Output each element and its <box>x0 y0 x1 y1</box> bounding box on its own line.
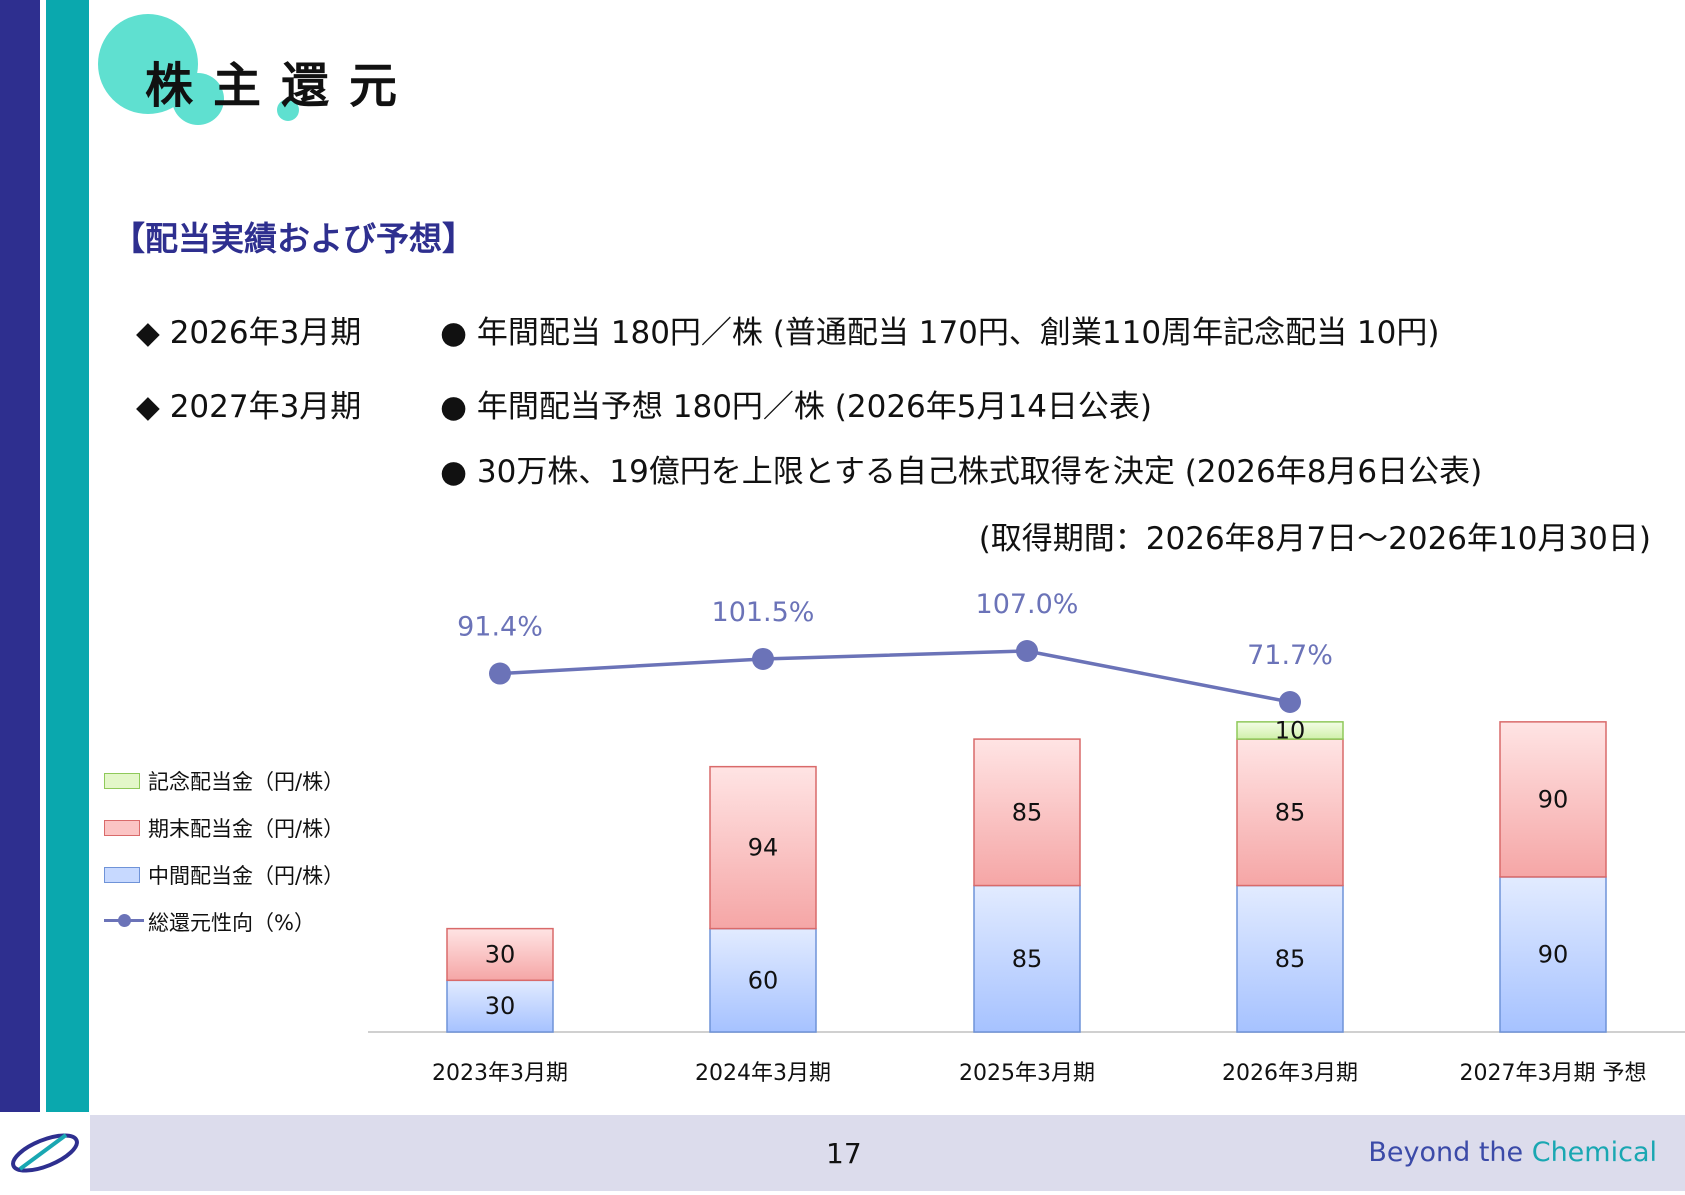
dividend-chart: 30 30 2023年3月期 60 94 2024年3月期 85 85 2025年3月期 85 85… <box>368 589 1685 1086</box>
bullet-period-2027: ◆ 2027年3月期 <box>136 389 362 425</box>
bar-year-end-0 <box>446 927 554 982</box>
payout-ratio-line <box>499 649 1291 704</box>
legend-label-year-end: 期末配当金（円/株） <box>148 817 345 841</box>
left-navy-stripe <box>0 0 40 1112</box>
bullet-2027-buyback-period: (取得期間：2026年8月7日～2026年10月30日) <box>978 521 1651 557</box>
tagline-part2: Chemical <box>1531 1137 1657 1168</box>
data-label-year-end-2: 85 <box>1012 798 1043 826</box>
bar-commemorative-3 <box>1236 721 1344 740</box>
payout-ratio-label-3: 71.7% <box>1247 640 1333 671</box>
x-tick-label-0: 2023年3月期 <box>432 1061 568 1086</box>
legend-swatch-interim <box>104 867 140 883</box>
company-logo <box>0 1115 90 1191</box>
footer-bar <box>0 1115 1685 1191</box>
data-label-interim-4: 90 <box>1538 940 1569 968</box>
payout-ratio-point-3 <box>1279 691 1301 713</box>
data-label-year-end-3: 85 <box>1275 798 1306 826</box>
section-title: 【配当実績および予想】 <box>112 219 475 258</box>
bullet-2026-dividend: ● 年間配当 180円／株 (普通配当 170円、創業110周年記念配当 10円… <box>440 315 1440 351</box>
data-label-year-end-0: 30 <box>485 940 516 968</box>
x-tick-label-4: 2027年3月期 予想 <box>1460 1061 1647 1086</box>
payout-ratio-label-0: 91.4% <box>457 612 543 643</box>
legend-dot-payout-ratio <box>118 914 131 927</box>
bar-year-end-1 <box>709 765 817 930</box>
bar-year-end-4 <box>1499 721 1607 878</box>
page-title: 株主還元 <box>145 58 418 114</box>
legend-swatch-commemorative <box>104 773 140 789</box>
bar-interim-0 <box>446 979 554 1033</box>
payout-ratio-point-1 <box>752 647 774 670</box>
tagline-part1: Beyond the <box>1368 1137 1532 1168</box>
data-label-year-end-4: 90 <box>1538 785 1569 813</box>
payout-ratio-label-2: 107.0% <box>976 589 1079 620</box>
page-number: 17 <box>826 1137 862 1170</box>
bullet-2027-buyback: ● 30万株、19億円を上限とする自己株式取得を決定 (2026年8月6日公表) <box>440 454 1483 490</box>
legend-swatch-year-end <box>104 820 140 836</box>
bar-interim-1 <box>709 927 817 1033</box>
x-tick-label-1: 2024年3月期 <box>695 1061 831 1086</box>
payout-ratio-point-0 <box>489 662 511 685</box>
x-tick-label-3: 2026年3月期 <box>1222 1061 1358 1086</box>
legend-label-payout-ratio: 総還元性向（%） <box>148 911 315 935</box>
payout-ratio-label-1: 101.5% <box>712 597 815 628</box>
data-label-interim-2: 85 <box>1012 945 1043 973</box>
data-label-interim-0: 30 <box>485 992 516 1020</box>
title-decoration <box>98 14 299 125</box>
bar-interim-3 <box>1236 884 1344 1033</box>
data-label-interim-1: 60 <box>748 966 779 994</box>
tagline: Beyond the Chemical <box>1368 1137 1657 1168</box>
x-tick-label-2: 2025年3月期 <box>959 1061 1095 1086</box>
data-label-commemorative-3: 10 <box>1275 716 1306 744</box>
bar-year-end-2 <box>973 738 1081 887</box>
payout-ratio-point-2 <box>1016 640 1038 662</box>
bar-interim-2 <box>973 884 1081 1033</box>
left-teal-stripe <box>46 0 89 1112</box>
bar-interim-4 <box>1499 876 1607 1033</box>
bullet-period-2026: ◆ 2026年3月期 <box>136 315 362 351</box>
legend-label-interim: 中間配当金（円/株） <box>148 864 345 888</box>
bullet-2027-forecast: ● 年間配当予想 180円／株 (2026年5月14日公表) <box>440 389 1153 425</box>
data-label-interim-3: 85 <box>1275 945 1306 973</box>
data-label-year-end-1: 94 <box>748 834 779 862</box>
legend-label-commemorative: 記念配当金（円/株） <box>148 770 345 794</box>
